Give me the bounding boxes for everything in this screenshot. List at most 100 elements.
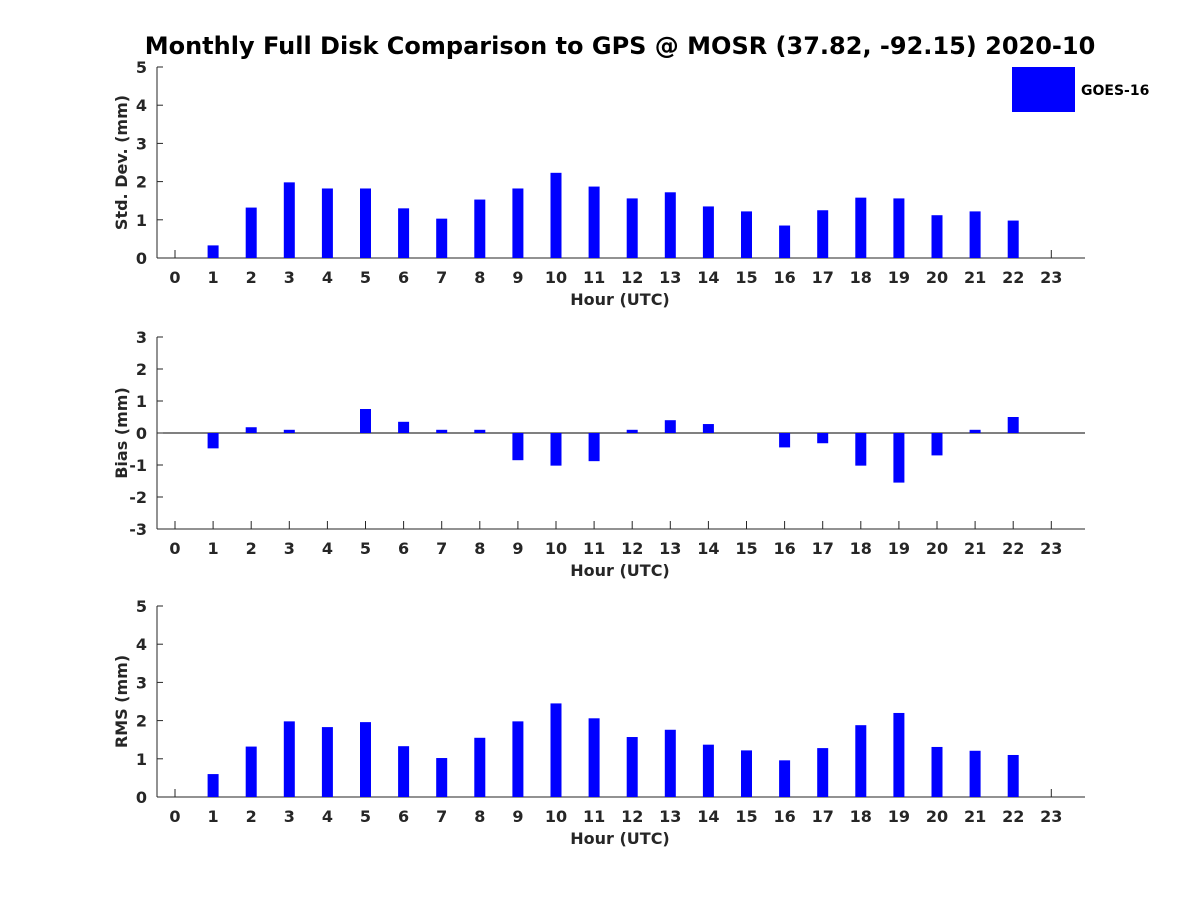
x-tick-label: 3 [284, 268, 295, 287]
bar-hour-22 [1007, 417, 1019, 433]
x-tick-label: 2 [246, 268, 257, 287]
y-tick-label: 4 [136, 96, 147, 115]
bar-hour-4 [321, 727, 333, 797]
x-tick-label: 14 [697, 807, 719, 826]
y-tick-label: 4 [136, 635, 147, 654]
y-tick-label: 3 [136, 673, 147, 692]
bar-hour-18 [855, 197, 867, 258]
x-tick-label: 10 [545, 807, 567, 826]
bar-hour-13 [664, 729, 676, 797]
bar-hour-17 [817, 748, 829, 797]
x-tick-label: 14 [697, 539, 719, 558]
x-tick-label: 17 [812, 807, 834, 826]
bar-hour-17 [817, 210, 829, 258]
x-tick-label: 23 [1040, 539, 1062, 558]
bar-hour-21 [969, 750, 981, 797]
bar-hour-6 [398, 746, 410, 797]
bar-hour-9 [512, 188, 524, 258]
x-tick-label: 0 [169, 807, 180, 826]
bar-hour-15 [741, 750, 752, 797]
y-tick-label: 3 [136, 134, 147, 153]
y-tick-label: 3 [136, 328, 147, 347]
x-tick-label: 17 [812, 268, 834, 287]
y-tick-label: -2 [129, 488, 147, 507]
chart-title: Monthly Full Disk Comparison to GPS @ MO… [145, 32, 1096, 60]
bar-hour-2 [245, 746, 257, 797]
bar-hour-7 [436, 218, 448, 258]
bar-hour-6 [398, 421, 410, 433]
y-tick-label: 0 [136, 424, 147, 443]
x-tick-label: 18 [850, 268, 872, 287]
x-tick-label: 23 [1040, 268, 1062, 287]
bar-hour-16 [779, 433, 791, 448]
bar-hour-3 [283, 182, 295, 258]
y-tick-label: 0 [136, 788, 147, 807]
bar-hour-10 [550, 172, 562, 258]
x-tick-label: 17 [812, 539, 834, 558]
bar-hour-8 [474, 429, 486, 433]
bar-hour-17 [817, 433, 829, 444]
bar-hour-13 [664, 192, 676, 258]
y-tick-label: 2 [136, 360, 147, 379]
x-tick-label: 5 [360, 539, 371, 558]
bar-hour-10 [550, 703, 562, 797]
bar-hour-11 [588, 718, 600, 797]
x-tick-label: 6 [398, 539, 409, 558]
bar-hour-19 [893, 433, 905, 483]
x-tick-label: 9 [512, 539, 523, 558]
bar-hour-7 [436, 758, 448, 797]
bar-hour-13 [664, 420, 676, 433]
y-tick-label: 5 [136, 58, 147, 77]
bar-hour-2 [245, 427, 257, 433]
x-tick-label: 12 [621, 539, 643, 558]
bar-hour-5 [360, 409, 371, 433]
x-tick-label: 2 [246, 539, 257, 558]
x-tick-label: 0 [169, 268, 180, 287]
x-tick-label: 5 [360, 268, 371, 287]
x-tick-label: 18 [850, 539, 872, 558]
x-tick-label: 11 [583, 539, 605, 558]
x-tick-label: 18 [850, 807, 872, 826]
bar-hour-18 [855, 725, 867, 797]
x-tick-label: 16 [773, 807, 795, 826]
x-tick-label: 1 [208, 268, 219, 287]
bar-hour-9 [512, 433, 524, 461]
x-tick-label: 20 [926, 539, 948, 558]
x-axis-label: Hour (UTC) [570, 561, 670, 580]
bar-hour-15 [741, 211, 752, 258]
bar-hour-21 [969, 429, 981, 433]
y-axis-label: RMS (mm) [112, 655, 131, 748]
y-tick-label: 1 [136, 392, 147, 411]
x-tick-label: 10 [545, 539, 567, 558]
x-tick-label: 21 [964, 807, 986, 826]
bar-hour-5 [360, 188, 371, 258]
bar-hour-14 [702, 424, 714, 433]
y-tick-label: 1 [136, 211, 147, 230]
x-tick-label: 6 [398, 268, 409, 287]
bar-hour-19 [893, 712, 905, 797]
x-tick-label: 4 [322, 268, 333, 287]
x-tick-label: 9 [512, 807, 523, 826]
x-tick-label: 23 [1040, 807, 1062, 826]
x-tick-label: 10 [545, 268, 567, 287]
x-tick-label: 22 [1002, 807, 1024, 826]
x-tick-label: 19 [888, 539, 910, 558]
bar-hour-11 [588, 433, 600, 462]
x-tick-label: 20 [926, 807, 948, 826]
x-tick-label: 1 [208, 539, 219, 558]
x-tick-label: 16 [773, 268, 795, 287]
x-tick-label: 8 [474, 268, 485, 287]
x-tick-label: 3 [284, 807, 295, 826]
x-tick-label: 13 [659, 807, 681, 826]
bar-hour-9 [512, 721, 524, 797]
y-tick-label: -3 [129, 520, 147, 539]
bar-hour-12 [626, 429, 638, 433]
bar-hour-1 [207, 774, 219, 797]
bar-hour-8 [474, 199, 486, 258]
bar-hour-16 [779, 760, 791, 797]
legend-swatch [1012, 67, 1075, 112]
x-tick-label: 12 [621, 268, 643, 287]
x-tick-label: 11 [583, 807, 605, 826]
